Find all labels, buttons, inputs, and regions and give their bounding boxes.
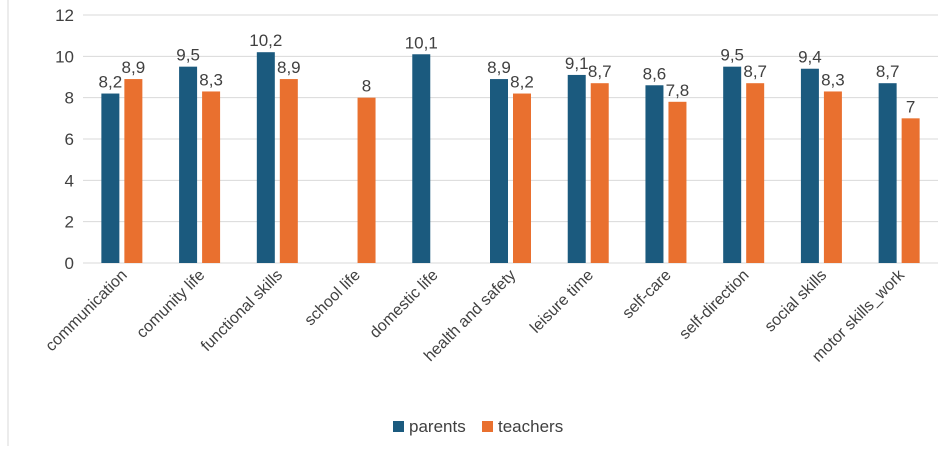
bar-teachers: [590, 83, 609, 263]
legend-label-parents: parents: [409, 417, 466, 436]
gridlines: [83, 14, 938, 264]
x-category-label: self-direction: [676, 267, 752, 343]
data-label-teachers: 7: [906, 97, 915, 116]
bar-teachers: [513, 93, 531, 264]
bar-parents: [101, 93, 120, 264]
x-category-label: comunity life: [134, 267, 209, 342]
legend: parents teachers: [393, 417, 563, 436]
bar-teachers: [124, 79, 143, 263]
y-tick-label: 12: [55, 6, 74, 25]
data-label-parents: 8,9: [487, 58, 511, 77]
y-tick-label: 8: [65, 89, 74, 108]
bar-teachers: [357, 97, 376, 264]
data-label-parents: 9,5: [176, 46, 200, 65]
legend-swatch-parents: [393, 421, 404, 432]
bar-parents: [645, 85, 664, 264]
x-category-label: communication: [43, 267, 131, 355]
x-category-label: leisure time: [527, 267, 597, 337]
bar-parents: [256, 52, 275, 264]
data-label-teachers: 8,9: [277, 58, 301, 77]
data-label-teachers: 7,8: [666, 81, 690, 100]
legend-label-teachers: teachers: [498, 417, 563, 436]
bar-parents: [800, 68, 819, 263]
data-label-parents: 8,7: [876, 62, 900, 81]
bars: [101, 52, 920, 264]
bar-teachers: [202, 91, 221, 263]
data-label-parents: 8,6: [643, 64, 667, 83]
y-tick-label: 2: [65, 213, 74, 232]
data-label-teachers: 8,9: [122, 58, 146, 77]
legend-swatch-teachers: [482, 421, 493, 432]
bar-parents: [567, 74, 586, 263]
data-label-teachers: 8,7: [588, 62, 612, 81]
data-label-teachers: 8,7: [743, 62, 767, 81]
y-axis-ticks: 0 2 4 6 8 10 12: [55, 6, 74, 273]
bar-parents: [490, 79, 508, 263]
bar-parents: [179, 66, 198, 264]
y-tick-label: 0: [65, 254, 74, 273]
y-tick-label: 4: [65, 171, 74, 190]
data-label-parents: 9,1: [565, 54, 589, 73]
data-label-parents: 9,4: [798, 48, 822, 67]
data-label-parents: 10,2: [249, 31, 282, 50]
x-category-label: self-care: [619, 267, 674, 322]
x-category-label: school life: [302, 267, 364, 329]
data-label-parents: 8,2: [99, 73, 123, 92]
bar-teachers: [668, 101, 687, 263]
bar-parents: [878, 83, 897, 263]
y-tick-label: 6: [65, 130, 74, 149]
y-tick-label: 10: [55, 47, 74, 66]
x-category-label: functional skills: [198, 267, 286, 355]
data-label-parents: 9,5: [720, 46, 744, 65]
data-label-parents: 10,1: [405, 33, 438, 52]
bar-teachers: [746, 83, 765, 263]
bar-parents: [412, 54, 431, 264]
data-label-teachers: 8,3: [821, 70, 845, 89]
bar-teachers: [279, 79, 298, 263]
bar-teachers: [823, 91, 842, 263]
x-category-label: domestic life: [367, 267, 442, 342]
x-category-label: social skills: [762, 267, 831, 336]
data-label-teachers: 8,3: [199, 70, 223, 89]
bar-teachers: [901, 118, 920, 263]
bar-parents: [723, 66, 742, 264]
data-label-teachers: 8: [362, 77, 371, 96]
data-label-teachers: 8,2: [510, 73, 534, 92]
